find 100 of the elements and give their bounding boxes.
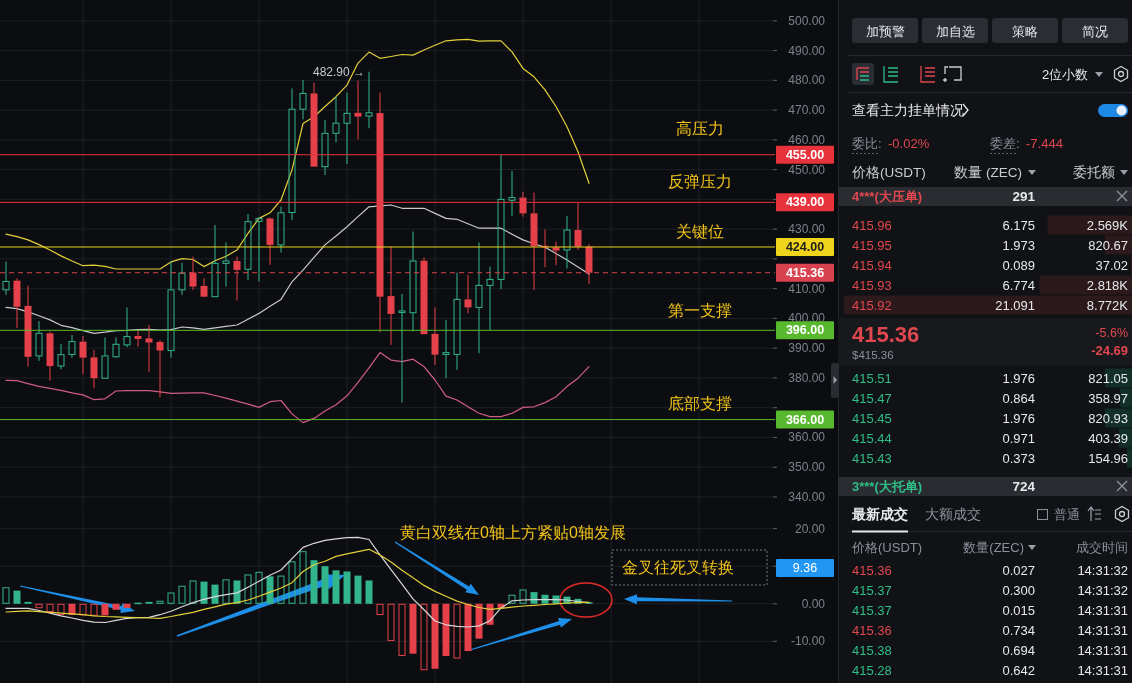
- text: 3***(大托单): [852, 478, 923, 494]
- text: 0.300: [1002, 582, 1035, 598]
- bar: [178, 585, 186, 604]
- y-tick-label: 380.00: [788, 370, 826, 385]
- bar: [310, 560, 318, 604]
- text: 反弹压力: [668, 172, 732, 190]
- text: 加预警: [865, 23, 905, 39]
- bar: [519, 589, 527, 604]
- text: 0.015: [1002, 602, 1035, 618]
- y-tick-label: 415.43: [852, 450, 892, 466]
- text: 0.373: [1002, 450, 1035, 466]
- text: 委差:: [990, 135, 1020, 151]
- ref-line-label: 366.00: [785, 412, 825, 427]
- y-tick-label: 350.00: [788, 460, 826, 475]
- text: 委托额: [1073, 164, 1115, 180]
- text: 14:31:32: [1077, 562, 1128, 578]
- bar: [46, 603, 54, 613]
- text: 724: [1012, 478, 1036, 494]
- y-tick-label: 360.00: [788, 430, 826, 445]
- bar: [475, 603, 483, 639]
- y-tick-label: 415.47: [852, 390, 892, 406]
- text: 14:31:32: [1077, 582, 1128, 598]
- y-tick-label: -10.00: [790, 634, 826, 649]
- bar: [13, 590, 21, 604]
- data-label: 2.569K: [1086, 217, 1129, 233]
- bar: [167, 592, 175, 604]
- text: 第一支撑: [668, 301, 732, 319]
- text: -0.02%: [888, 135, 930, 151]
- bar: [343, 571, 351, 604]
- line-series: [5, 548, 590, 619]
- text: 价格(USDT): [851, 539, 923, 555]
- bar: [464, 603, 472, 652]
- ref-line-label: 396.00: [785, 323, 825, 338]
- text: 415.37: [852, 582, 892, 598]
- data-label: 820.67: [1088, 237, 1128, 253]
- text: 14:31:31: [1077, 622, 1128, 638]
- ref-line-label: 415.36: [785, 265, 825, 280]
- text: 策略: [1012, 23, 1038, 39]
- y-tick-label: 390.00: [788, 341, 826, 356]
- bar: [431, 603, 439, 669]
- bar: [409, 603, 417, 654]
- text: 0.971: [1002, 430, 1035, 446]
- text: 底部支撑: [668, 394, 732, 412]
- data-label: 2.818K: [1086, 277, 1129, 293]
- y-tick-label: 480.00: [788, 73, 826, 88]
- data-label: 403.39: [1088, 430, 1128, 446]
- y-tick-label: 415.51: [852, 370, 892, 386]
- y-tick-label: 415.93: [852, 277, 892, 293]
- bar: [57, 603, 65, 616]
- text: -24.69: [1091, 342, 1128, 358]
- bar: [354, 575, 362, 604]
- text: 0.694: [1002, 642, 1035, 658]
- bar: [277, 575, 285, 604]
- y-tick-label: 415.94: [852, 257, 892, 273]
- y-tick-label: 340.00: [788, 489, 826, 504]
- text: 委比:: [852, 135, 882, 151]
- annotation: 1.973: [1002, 237, 1035, 253]
- text: 415.28: [852, 662, 892, 678]
- bar: [442, 603, 450, 656]
- y-tick-label: 450.00: [788, 162, 826, 177]
- bar: [365, 580, 373, 604]
- bar: [376, 603, 384, 616]
- ref-line: 455.00: [0, 145, 834, 164]
- ref-line: 424.00: [0, 238, 834, 256]
- bar: [244, 574, 252, 604]
- bar: [332, 570, 340, 604]
- bar: [255, 571, 263, 604]
- annotation: 6.175: [1002, 217, 1035, 233]
- text: 0.864: [1002, 390, 1035, 406]
- y-tick-label: 415.92: [852, 297, 892, 313]
- bar: [35, 603, 43, 609]
- text: 415.36: [852, 562, 892, 578]
- bar: [156, 600, 164, 604]
- text: 加自选: [935, 23, 975, 39]
- y-tick-label: 460.00: [788, 132, 826, 147]
- text: 0.027: [1002, 562, 1035, 578]
- bar: [266, 576, 274, 604]
- ref-line: 415.36: [0, 263, 834, 282]
- ref-line-label: 439.00: [785, 195, 825, 210]
- annotation: 6.774: [1002, 277, 1035, 293]
- text: 14:31:31: [1077, 602, 1128, 618]
- text: 数量(ZEC): [963, 539, 1024, 555]
- text: 关键位: [676, 222, 724, 240]
- bar: [387, 603, 395, 641]
- bar: [112, 603, 120, 610]
- text: 查看主力挂单情况: [852, 102, 964, 118]
- y-tick-label: 500.00: [788, 13, 826, 28]
- text: 415.37: [852, 602, 892, 618]
- bar: [321, 566, 329, 604]
- ref-line-label: 455.00: [785, 147, 825, 162]
- text: 数量 (ZEC): [954, 164, 1022, 180]
- text: -5.6%: [1095, 326, 1128, 340]
- annotation: 黄白双线在0轴上方紧贴0轴发展: [400, 523, 626, 541]
- text: 1.976: [1002, 370, 1035, 386]
- text: 金叉往死叉转换: [622, 558, 734, 576]
- annotation: 21.091: [995, 297, 1035, 313]
- y-tick-label: 490.00: [788, 43, 826, 58]
- bar: [123, 603, 131, 608]
- text: 1.976: [1002, 410, 1035, 426]
- text: $415.36: [852, 349, 894, 361]
